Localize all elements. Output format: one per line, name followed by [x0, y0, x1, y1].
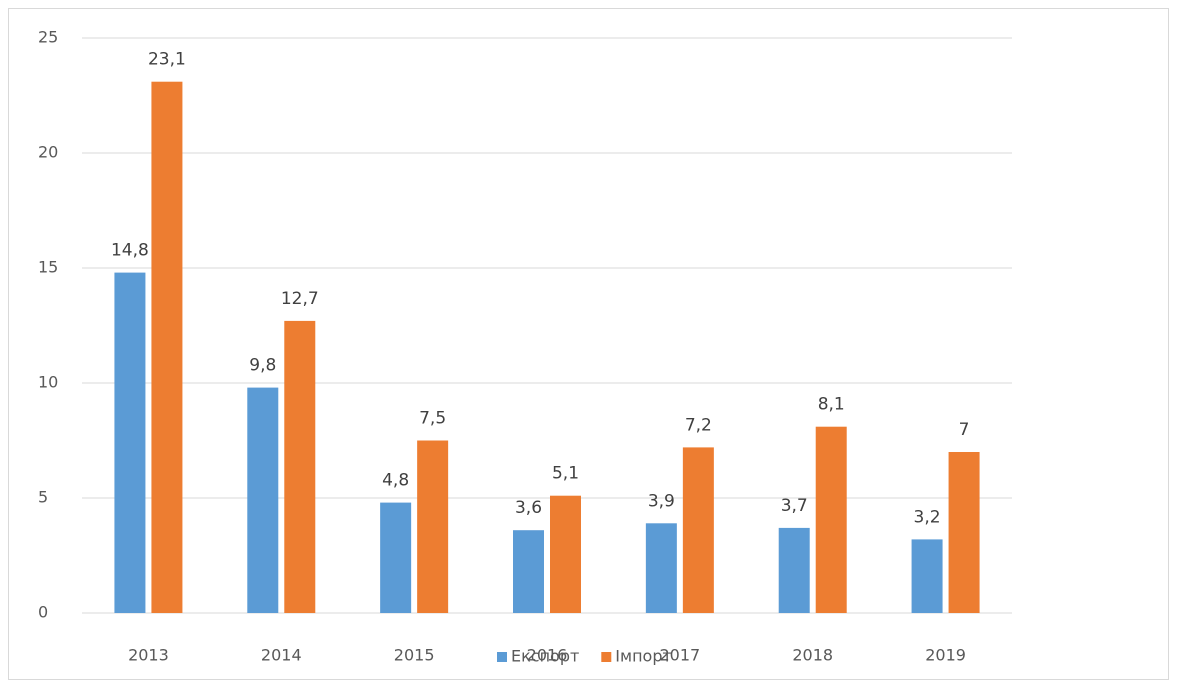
bar [114, 272, 146, 613]
bar [550, 495, 581, 613]
x-tick-label: 2016 [527, 646, 568, 665]
data-label: 4,8 [382, 471, 409, 491]
data-label: 7,5 [419, 409, 446, 429]
bar [778, 527, 810, 613]
x-tick-label: 2014 [261, 646, 302, 665]
x-tick-label: 2017 [659, 646, 700, 665]
data-label: 5,1 [552, 464, 579, 484]
legend-swatch [601, 652, 612, 662]
bar [151, 81, 183, 613]
x-tick-label: 2013 [128, 646, 169, 665]
data-label: 8,1 [818, 395, 845, 415]
data-label: 23,1 [148, 50, 186, 70]
data-label: 12,7 [281, 289, 319, 309]
data-label: 3,2 [914, 507, 941, 527]
bar [247, 387, 279, 613]
legend-label: Імпорт [615, 647, 672, 666]
y-tick-label: 15 [38, 258, 58, 277]
bar [380, 502, 412, 613]
bar [513, 530, 544, 613]
data-label: 14,8 [111, 241, 149, 261]
data-label: 3,7 [781, 496, 808, 516]
bar [682, 447, 714, 613]
y-tick-label: 5 [38, 488, 48, 507]
legend-label: Експорт [511, 647, 579, 666]
x-tick-label: 2018 [792, 646, 833, 665]
bar [284, 320, 316, 613]
bar [645, 523, 677, 613]
bar [948, 452, 980, 613]
legend-swatch [497, 652, 507, 662]
bar [911, 539, 943, 613]
bar [417, 440, 449, 613]
y-tick-label: 0 [38, 603, 48, 622]
y-tick-label: 20 [38, 143, 58, 162]
y-tick-label: 10 [38, 373, 58, 392]
x-tick-label: 2015 [394, 646, 435, 665]
data-label: 7,2 [685, 415, 712, 435]
chart-border [8, 8, 1169, 680]
data-label: 7 [959, 420, 970, 440]
bar [815, 426, 847, 613]
data-label: 3,6 [515, 498, 542, 518]
data-label: 9,8 [249, 356, 276, 376]
data-label: 3,9 [648, 491, 675, 511]
y-tick-label: 25 [38, 28, 58, 47]
x-tick-label: 2019 [925, 646, 966, 665]
